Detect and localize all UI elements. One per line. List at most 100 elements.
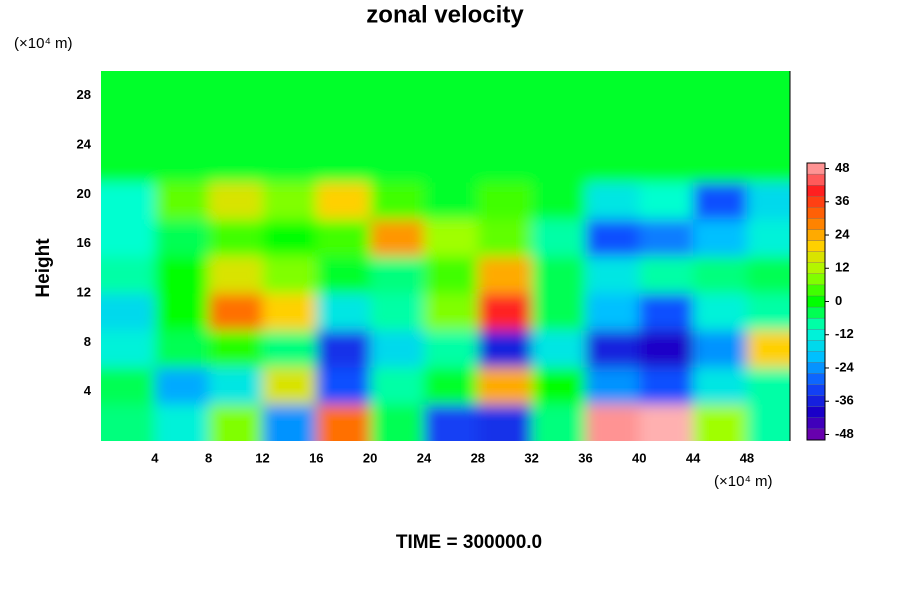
cell: [531, 108, 586, 146]
cell: [639, 219, 694, 257]
x-tick-label: 16: [309, 450, 323, 465]
cell: [208, 330, 263, 368]
cell: [639, 330, 694, 368]
colorbar-tick-label: -12: [835, 326, 854, 341]
x-tick-label: 36: [578, 450, 592, 465]
cell: [423, 145, 479, 183]
cell: [477, 404, 533, 441]
cell: [208, 367, 263, 405]
cell: [262, 330, 317, 368]
colorbar-band: [806, 351, 826, 363]
y-tick-label: 20: [77, 186, 91, 201]
cell: [693, 145, 748, 183]
cell: [693, 404, 748, 441]
colorbar-band: [806, 395, 826, 407]
colorbar-tick-label: 24: [835, 226, 850, 241]
cell: [639, 182, 694, 220]
field: [101, 71, 790, 441]
cell: [370, 71, 425, 109]
cell: [585, 367, 640, 405]
cell: [154, 219, 210, 257]
colorbar-tick-label: 36: [835, 193, 849, 208]
colorbar-tick-label: -36: [835, 393, 854, 408]
cell: [531, 182, 586, 220]
colorbar-band: [806, 406, 826, 418]
cell: [639, 404, 694, 441]
colorbar-band: [806, 218, 826, 230]
cell: [639, 256, 694, 294]
cell: [585, 145, 640, 183]
cell: [531, 367, 586, 405]
cell: [154, 293, 210, 331]
cell: [531, 145, 586, 183]
cell: [101, 330, 156, 368]
x-tick-label: 24: [417, 450, 432, 465]
cell: [693, 293, 748, 331]
cell: [477, 219, 533, 257]
cell: [693, 219, 748, 257]
cell: [370, 404, 425, 441]
x-tick-label: 44: [686, 450, 701, 465]
chart-title: zonal velocity: [366, 1, 524, 28]
cell: [316, 404, 371, 441]
cell: [154, 108, 210, 146]
cell: [316, 256, 371, 294]
colorbar-band: [806, 173, 826, 186]
cell: [316, 182, 371, 220]
cell: [101, 71, 156, 109]
cell: [101, 145, 156, 183]
colorbar-band: [806, 284, 826, 297]
cell: [101, 256, 156, 294]
cell: [423, 256, 479, 294]
cell: [423, 293, 479, 331]
colorbar-band: [806, 273, 826, 286]
colorbar-tick-label: 0: [835, 293, 842, 308]
cell: [262, 182, 317, 220]
colorbar-band: [806, 306, 826, 319]
cell: [370, 330, 425, 368]
cell: [531, 330, 586, 368]
colorbar-band: [806, 317, 826, 330]
cell: [316, 108, 371, 146]
cell: [262, 256, 317, 294]
y-axis-label: Height: [33, 238, 54, 298]
cell: [370, 219, 425, 257]
colorbar-band: [806, 362, 826, 374]
cell: [477, 330, 533, 368]
cell: [262, 219, 317, 257]
cell: [262, 367, 317, 405]
colorbar-tick-label: 12: [835, 260, 849, 275]
cell: [746, 256, 790, 294]
cell: [423, 404, 479, 441]
cell: [262, 293, 317, 331]
cell: [208, 293, 263, 331]
colorbar-band: [806, 185, 826, 197]
cell: [208, 71, 263, 109]
cell: [477, 108, 533, 146]
y-tick-label: 24: [77, 136, 92, 151]
x-tick-label: 12: [255, 450, 269, 465]
colorbar-tick-label: 48: [835, 160, 849, 175]
x-tick-label: 4: [151, 450, 159, 465]
x-tick-label: 8: [205, 450, 212, 465]
cell: [101, 182, 156, 220]
colorbar-band: [806, 373, 826, 385]
colorbar: -48 -36 -24 -12 0 12 24 36 48: [806, 160, 855, 441]
cell: [585, 182, 640, 220]
cell: [693, 330, 748, 368]
cell: [693, 256, 748, 294]
cell: [316, 145, 371, 183]
colorbar-band: [806, 229, 826, 241]
cell: [746, 293, 790, 331]
y-tick-label: 16: [77, 235, 91, 250]
cell: [477, 256, 533, 294]
colorbar-band: [806, 207, 826, 219]
colorbar-band: [806, 329, 826, 341]
y-tick-label: 28: [77, 87, 91, 102]
colorbar-band: [806, 240, 826, 252]
cell: [585, 330, 640, 368]
cell: [370, 293, 425, 331]
cell: [585, 219, 640, 257]
colorbar-band: [806, 428, 826, 441]
